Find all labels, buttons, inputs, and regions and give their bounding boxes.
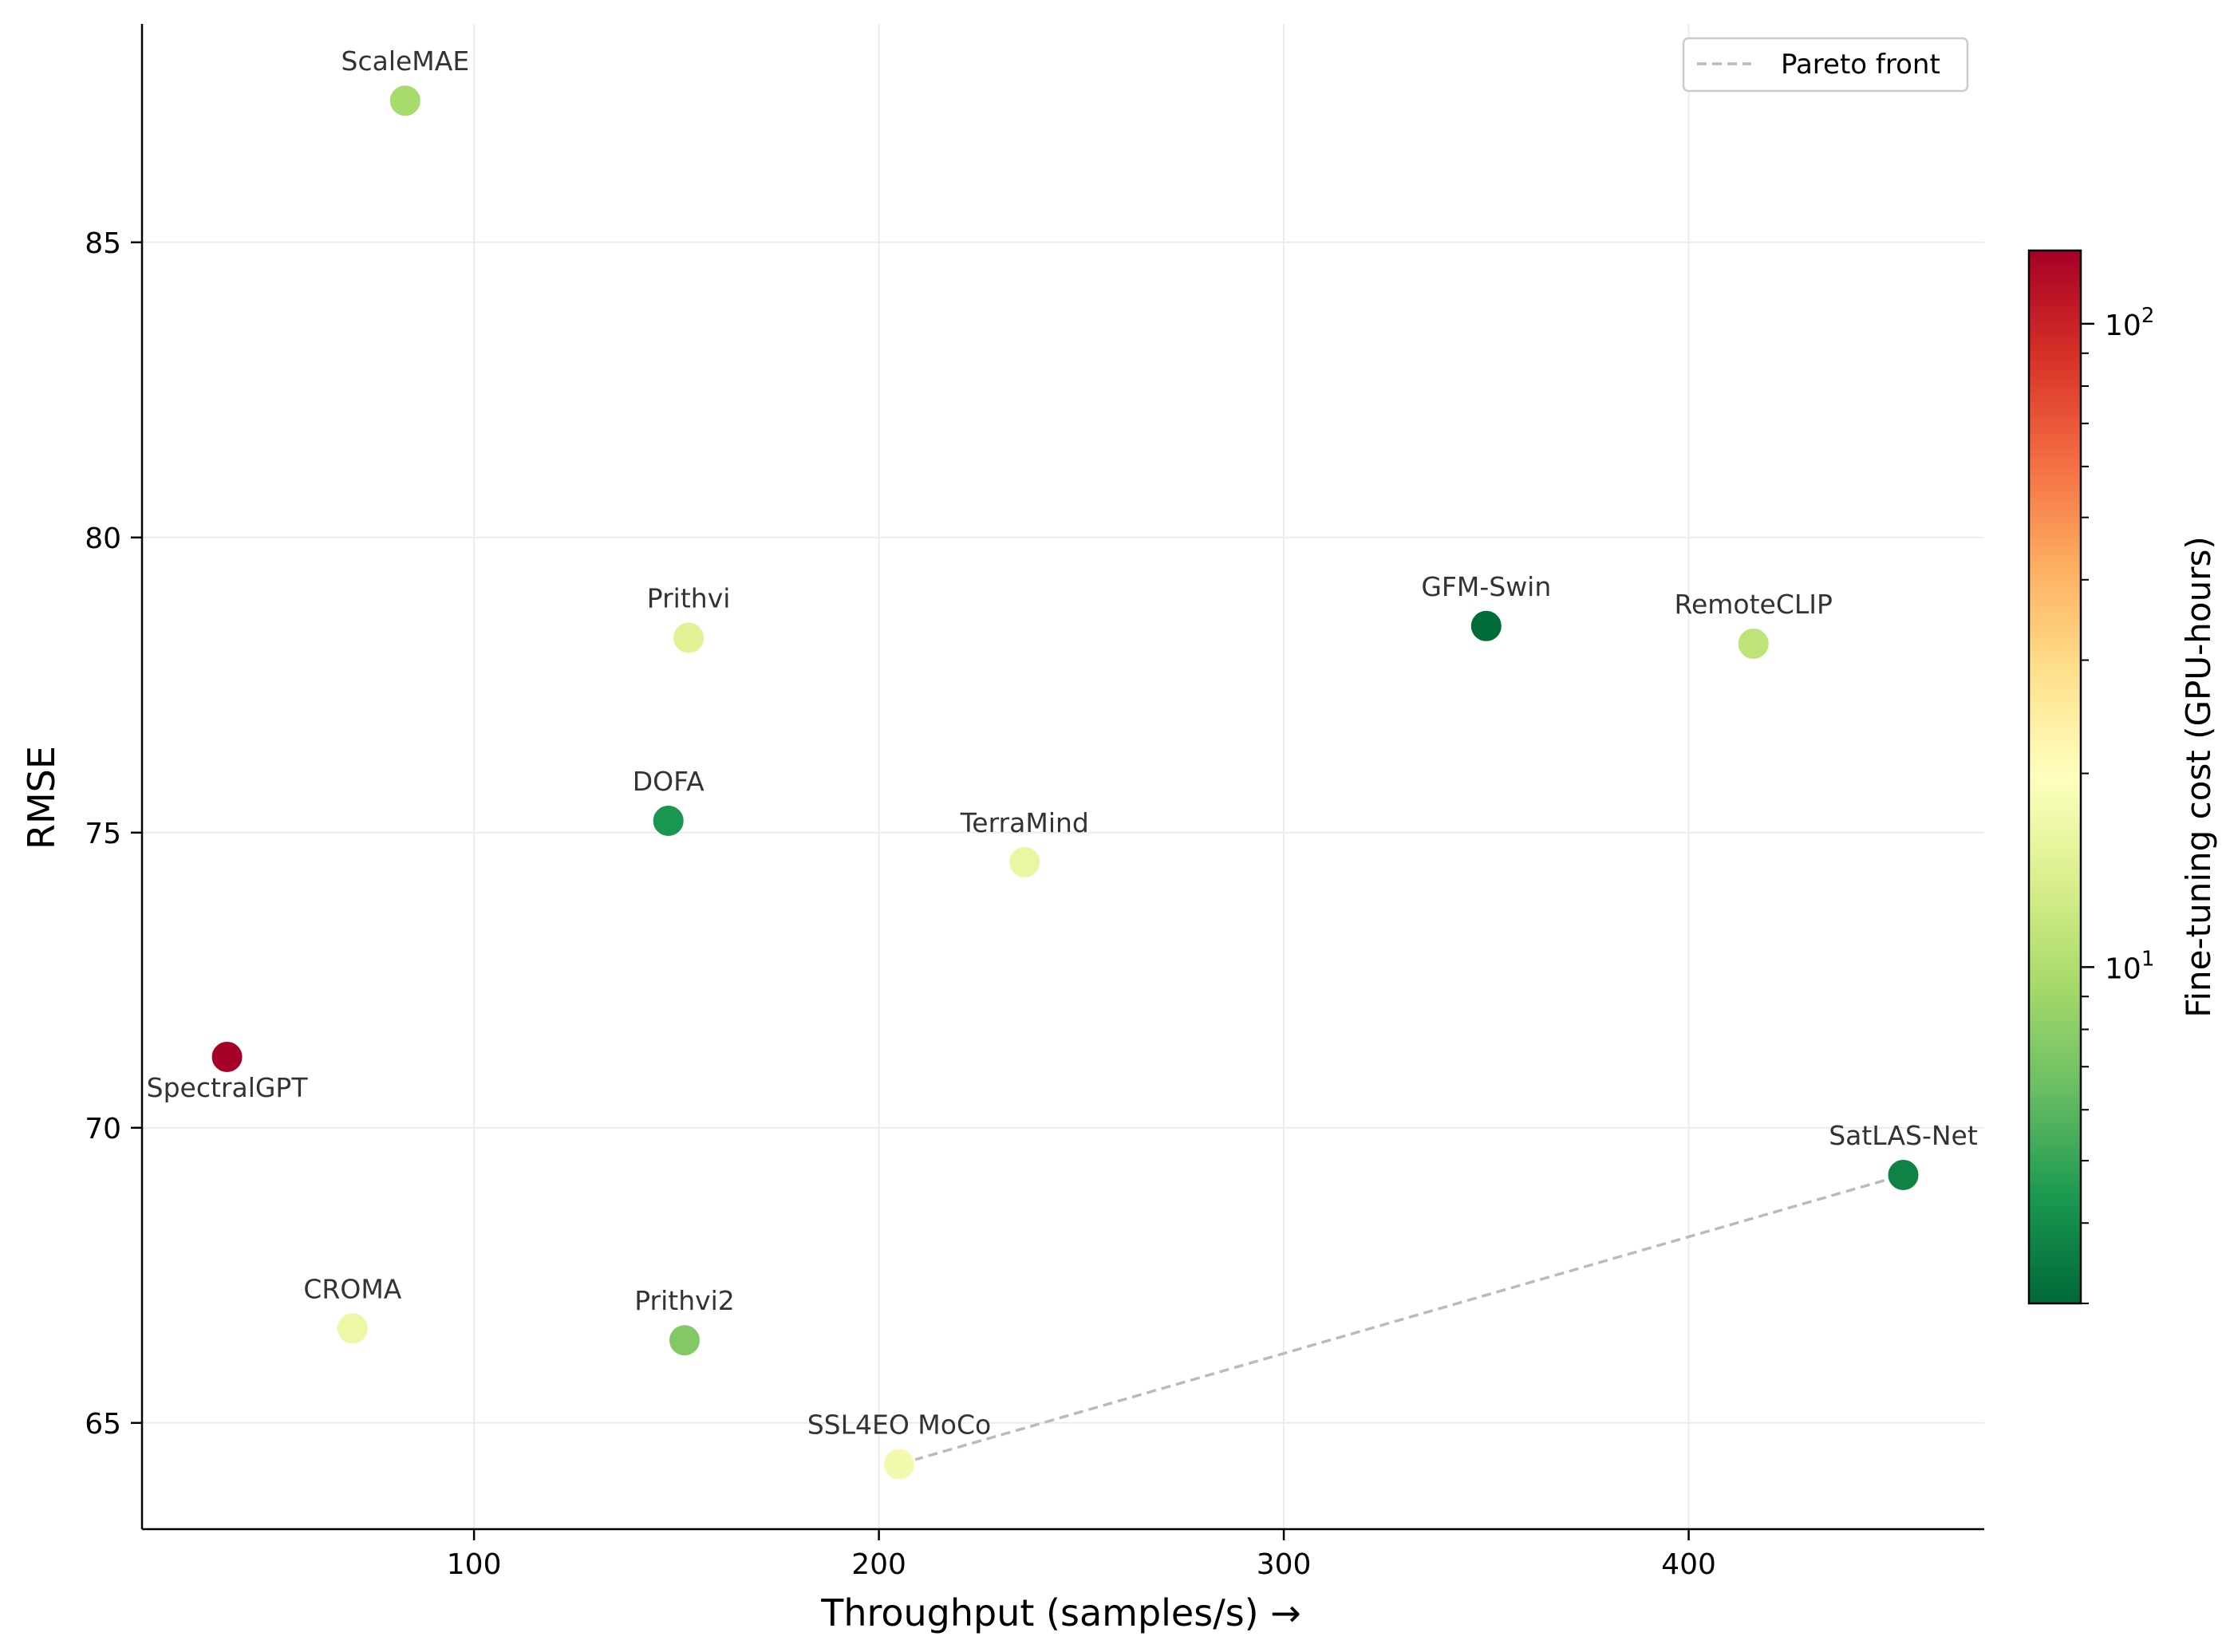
y-tick-label: 85 — [85, 227, 121, 260]
colorbar-tick-label: 102 — [2105, 304, 2154, 342]
point-prithvi2 — [668, 1323, 702, 1358]
point-spectralgpt — [210, 1040, 244, 1074]
x-tick-label: 400 — [1661, 1548, 1716, 1581]
point-label-croma: CROMA — [303, 1273, 401, 1304]
point-label-ssl4eo-moco: SSL4EO MoCo — [807, 1410, 991, 1441]
colorbar-title: Fine-tuning cost (GPU-hours) — [2179, 536, 2218, 1018]
tick-labels: 100 200 300 400 65 70 75 80 85 — [85, 227, 1716, 1581]
points-layer: ScaleMAE Prithvi GFM-Swin RemoteCLIP DOFA Ter… — [147, 45, 1978, 1481]
point-croma — [335, 1311, 369, 1346]
point-dofa — [651, 804, 685, 838]
x-tick-label: 200 — [851, 1548, 906, 1581]
legend-pareto-label: Pareto front — [1781, 49, 1940, 81]
point-scalemae — [388, 84, 422, 118]
legend-box — [1682, 37, 1969, 93]
point-label-satlas-net: SatLAS-Net — [1829, 1120, 1978, 1151]
grid-lines — [142, 24, 1984, 1529]
point-satlas-net — [1886, 1158, 1920, 1192]
colorbar-ticks: 101 102 — [2081, 304, 2154, 1304]
y-tick-label: 80 — [85, 522, 121, 555]
pareto-front-line — [898, 1173, 1904, 1466]
point-remoteclip — [1736, 627, 1770, 660]
point-terramind — [1008, 845, 1042, 879]
point-label-spectralgpt: SpectralGPT — [147, 1072, 309, 1103]
x-tick-label: 300 — [1257, 1548, 1312, 1581]
y-tick-label: 75 — [85, 818, 121, 850]
point-label-terramind: TerraMind — [960, 807, 1089, 838]
point-label-remoteclip: RemoteCLIP — [1675, 589, 1833, 620]
x-tick-label: 100 — [447, 1548, 502, 1581]
colorbar: 101 102 Fine-tuning cost (GPU-hours) — [2027, 249, 2218, 1305]
point-label-gfm-swin: GFM-Swin — [1421, 571, 1551, 602]
point-label-scalemae: ScaleMAE — [341, 45, 470, 77]
point-gfm-swin — [1469, 609, 1503, 643]
colorbar-tick-label: 101 — [2105, 947, 2154, 985]
axes — [131, 24, 1984, 1540]
x-axis-title: Throughput (samples/s) → — [820, 1591, 1301, 1634]
legend: Pareto front — [1682, 37, 1969, 93]
point-label-prithvi2: Prithvi2 — [634, 1285, 735, 1316]
y-tick-label: 70 — [85, 1113, 121, 1145]
point-label-prithvi: Prithvi — [647, 583, 731, 614]
point-ssl4eo-moco — [882, 1447, 916, 1481]
y-axis-title: RMSE — [20, 746, 63, 850]
pareto-layer — [898, 1173, 1904, 1466]
colorbar-gradient — [2027, 249, 2082, 1305]
point-prithvi — [672, 621, 706, 655]
y-tick-label: 65 — [85, 1408, 121, 1441]
point-label-dofa: DOFA — [633, 766, 704, 797]
